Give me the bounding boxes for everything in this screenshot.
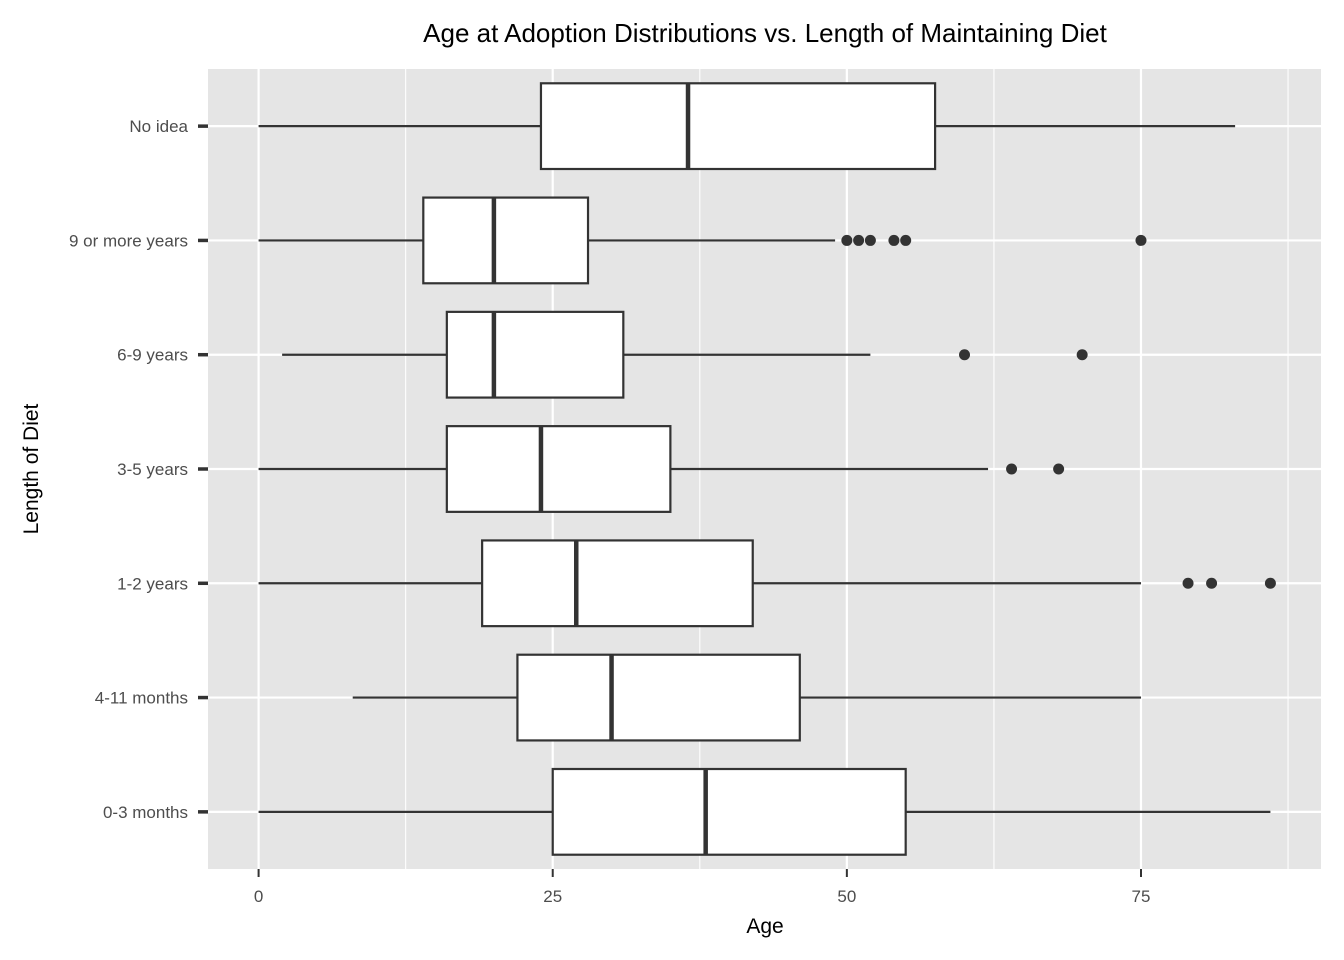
y-tick-label: 1-2 years — [117, 574, 188, 593]
iqr-box — [481, 539, 754, 628]
outlier-point — [1076, 349, 1088, 361]
box-4-11-months — [352, 653, 1141, 742]
outlier-point — [1206, 577, 1218, 589]
box-0-3-months — [258, 767, 1271, 856]
outlier-point — [841, 234, 853, 246]
outlier-point — [1053, 463, 1065, 475]
axes: 0-3 months 4-11 months 1-2 years 3-5 years 6… — [69, 117, 1150, 906]
iqr-box — [422, 196, 590, 285]
y-tick-label: 4-11 months — [95, 689, 188, 708]
box-1-2-years — [258, 539, 1276, 628]
chart-title: Age at Adoption Distributions vs. Length… — [423, 18, 1107, 48]
x-tick-label: 50 — [837, 887, 856, 906]
y-tick-label: 9 or more years — [69, 231, 188, 250]
y-tick-label: 0-3 months — [103, 803, 188, 822]
boxes — [258, 82, 1276, 856]
box-no-idea — [258, 82, 1236, 171]
outlier-point — [864, 234, 876, 246]
iqr-box — [551, 767, 907, 856]
box-9-or-more-years — [258, 196, 1147, 285]
outlier-point — [1135, 234, 1147, 246]
y-tick-label: 3-5 years — [117, 460, 188, 479]
outlier-point — [959, 349, 971, 361]
outlier-point — [1006, 463, 1018, 475]
box-6-9-years — [282, 310, 1088, 399]
x-tick-label: 25 — [543, 887, 562, 906]
y-tick-label: No idea — [129, 117, 188, 136]
outlier-point — [888, 234, 900, 246]
y-axis-title: Length of Diet — [20, 403, 43, 534]
box-3-5-years — [258, 425, 1065, 513]
y-tick-label: 6-9 years — [117, 346, 188, 365]
outlier-point — [1182, 577, 1194, 589]
outlier-point — [900, 234, 912, 246]
x-tick-label: 0 — [254, 887, 263, 906]
iqr-box — [445, 310, 625, 399]
outlier-point — [1264, 577, 1276, 589]
x-axis-title: Age — [746, 915, 783, 938]
x-tick-label: 75 — [1132, 887, 1151, 906]
outlier-point — [853, 234, 865, 246]
iqr-box — [516, 653, 801, 742]
iqr-box — [445, 425, 672, 513]
iqr-box — [539, 82, 937, 171]
